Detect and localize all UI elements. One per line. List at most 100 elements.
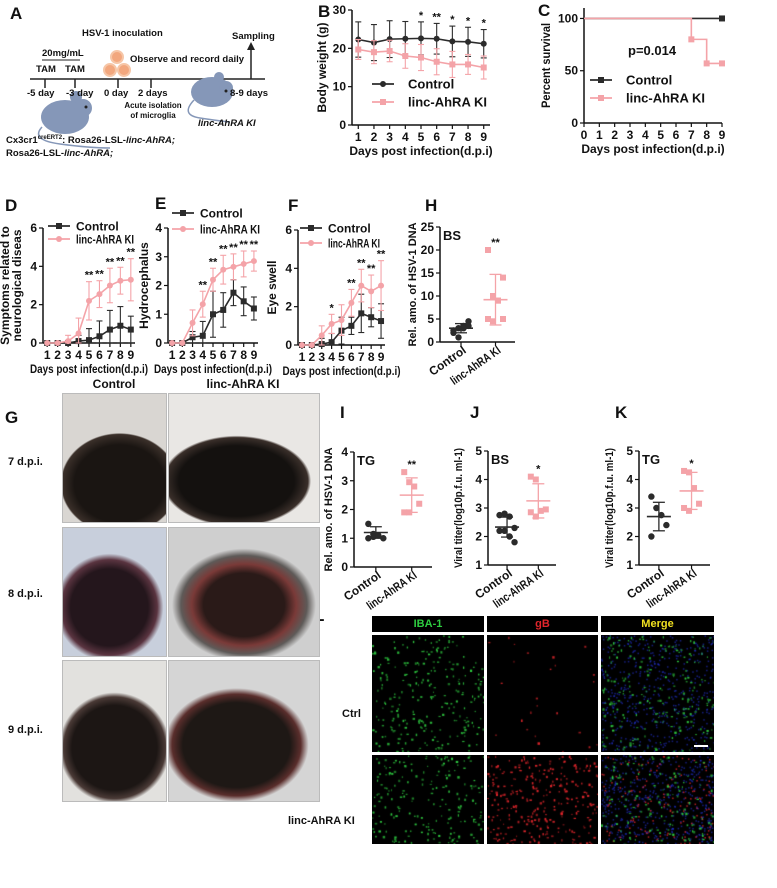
- x-axis-label: Days post infection(d.p.i): [154, 362, 272, 376]
- photo-ki-7dpi: [168, 393, 320, 523]
- data-point: [189, 334, 196, 341]
- y-axis-label: Eye swell: [265, 260, 279, 314]
- data-point: [44, 340, 51, 346]
- data-point: [328, 320, 335, 327]
- data-point: [230, 289, 237, 296]
- data-point: [653, 504, 660, 512]
- data-point: [542, 506, 549, 513]
- data-point: [298, 342, 305, 348]
- data-point: [465, 318, 472, 325]
- group-linc-ahra-ki: [483, 247, 508, 326]
- y-tick-label: 0: [285, 338, 292, 352]
- legend-marker: [56, 223, 62, 229]
- virus-icon: [103, 50, 131, 77]
- panel-label-g: G: [5, 408, 19, 427]
- significance-marker: **: [209, 256, 218, 268]
- group-control: [495, 510, 520, 546]
- x-tick-label: 6: [220, 348, 227, 362]
- data-point: [127, 276, 134, 283]
- y-tick-label: 6: [285, 223, 292, 237]
- legend-marker: [380, 81, 386, 87]
- series-linc-ahra-ki: linc-AhRA KI: [169, 223, 260, 346]
- significance-marker: **: [432, 11, 441, 23]
- data-point: [220, 306, 227, 313]
- data-point: [240, 298, 247, 305]
- x-tick-label: 5: [657, 128, 664, 142]
- significance-marker: *: [419, 10, 424, 22]
- photo-ki-9dpi: [168, 660, 320, 802]
- y-tick-label: 20: [421, 243, 435, 257]
- data-point: [378, 318, 385, 325]
- x-tick-label: 3: [189, 348, 196, 362]
- significance-marker: **: [229, 242, 238, 254]
- y-axis-label: Hydrocephalus: [137, 242, 151, 329]
- legend-marker: [180, 210, 186, 216]
- significance-marker: **: [106, 256, 115, 268]
- significance-marker: **: [377, 249, 386, 261]
- x-axis-label: Days post infection(d.p.i): [581, 142, 724, 156]
- ki-mouse-label: linc-AhRA KI: [198, 118, 256, 129]
- x-tick-label: 8: [117, 348, 124, 362]
- observe-label: Observe and record daily: [130, 54, 245, 65]
- data-point: [681, 467, 688, 474]
- significance-marker: *: [450, 14, 455, 26]
- x-tick-label: 1: [169, 348, 176, 362]
- tissue-label: BS: [443, 228, 461, 243]
- tam-label-2: TAM: [65, 64, 85, 75]
- data-point: [117, 322, 124, 329]
- data-point: [691, 485, 698, 492]
- group-linc-ahra-ki: [526, 473, 551, 520]
- significance-marker: **: [367, 263, 376, 275]
- data-point: [250, 305, 257, 312]
- legend-label: Control: [200, 207, 243, 221]
- x-tick-label: 3: [318, 350, 325, 364]
- y-tick-label: 1: [155, 307, 162, 321]
- series-linc-ahra-ki: linc-AhRA KI: [584, 17, 725, 106]
- y-tick-label: 2: [341, 503, 348, 517]
- x-tick-label: 8: [240, 348, 247, 362]
- microscopy-header-iba1: IBA-1: [372, 616, 484, 632]
- x-tick-label: 9: [127, 348, 134, 362]
- y-tick-label: 4: [155, 221, 162, 235]
- x-tick-label: 9: [719, 128, 726, 142]
- data-point: [490, 318, 496, 325]
- scale-bar: [694, 745, 708, 747]
- legend-marker: [180, 226, 186, 232]
- data-point: [648, 493, 655, 500]
- data-point: [318, 332, 325, 339]
- legend-marker: [598, 95, 604, 101]
- data-point: [199, 332, 206, 339]
- legend-marker: [598, 77, 604, 83]
- data-point: [127, 326, 134, 333]
- mouse-icon-left: [37, 91, 111, 149]
- genotype-superscript: creERT2: [37, 135, 63, 141]
- panel-label-j: J: [470, 403, 480, 422]
- y-tick-label: 3: [341, 474, 348, 488]
- data-point: [169, 340, 176, 346]
- data-point: [449, 38, 456, 45]
- tissue-label: TG: [642, 452, 660, 467]
- microscopy-ki-merge: [601, 755, 714, 844]
- panel-label-i: I: [340, 403, 345, 422]
- data-point: [532, 513, 539, 520]
- data-point: [433, 35, 440, 42]
- data-point: [501, 527, 508, 534]
- significance-marker: **: [357, 257, 366, 269]
- y-tick-label: 10: [333, 80, 347, 94]
- significance-marker: *: [689, 458, 694, 470]
- data-point: [532, 476, 539, 483]
- y-tick-label: 0: [341, 560, 348, 574]
- data-point: [416, 500, 423, 507]
- x-tick-label: 2: [179, 348, 186, 362]
- photo-control-7dpi: [62, 393, 167, 523]
- y-tick-label: 4: [285, 261, 292, 275]
- microscopy-ctrl-gb: [487, 635, 598, 752]
- x-tick-label: 9: [251, 348, 258, 362]
- x-tick-label: 2: [371, 130, 378, 144]
- y-tick-label: 5: [427, 312, 434, 326]
- data-point: [485, 316, 491, 322]
- y-tick-label: 3: [626, 501, 633, 515]
- data-point: [433, 58, 440, 65]
- data-point: [348, 322, 355, 329]
- genotype-text: linc-AhRA;: [64, 148, 114, 159]
